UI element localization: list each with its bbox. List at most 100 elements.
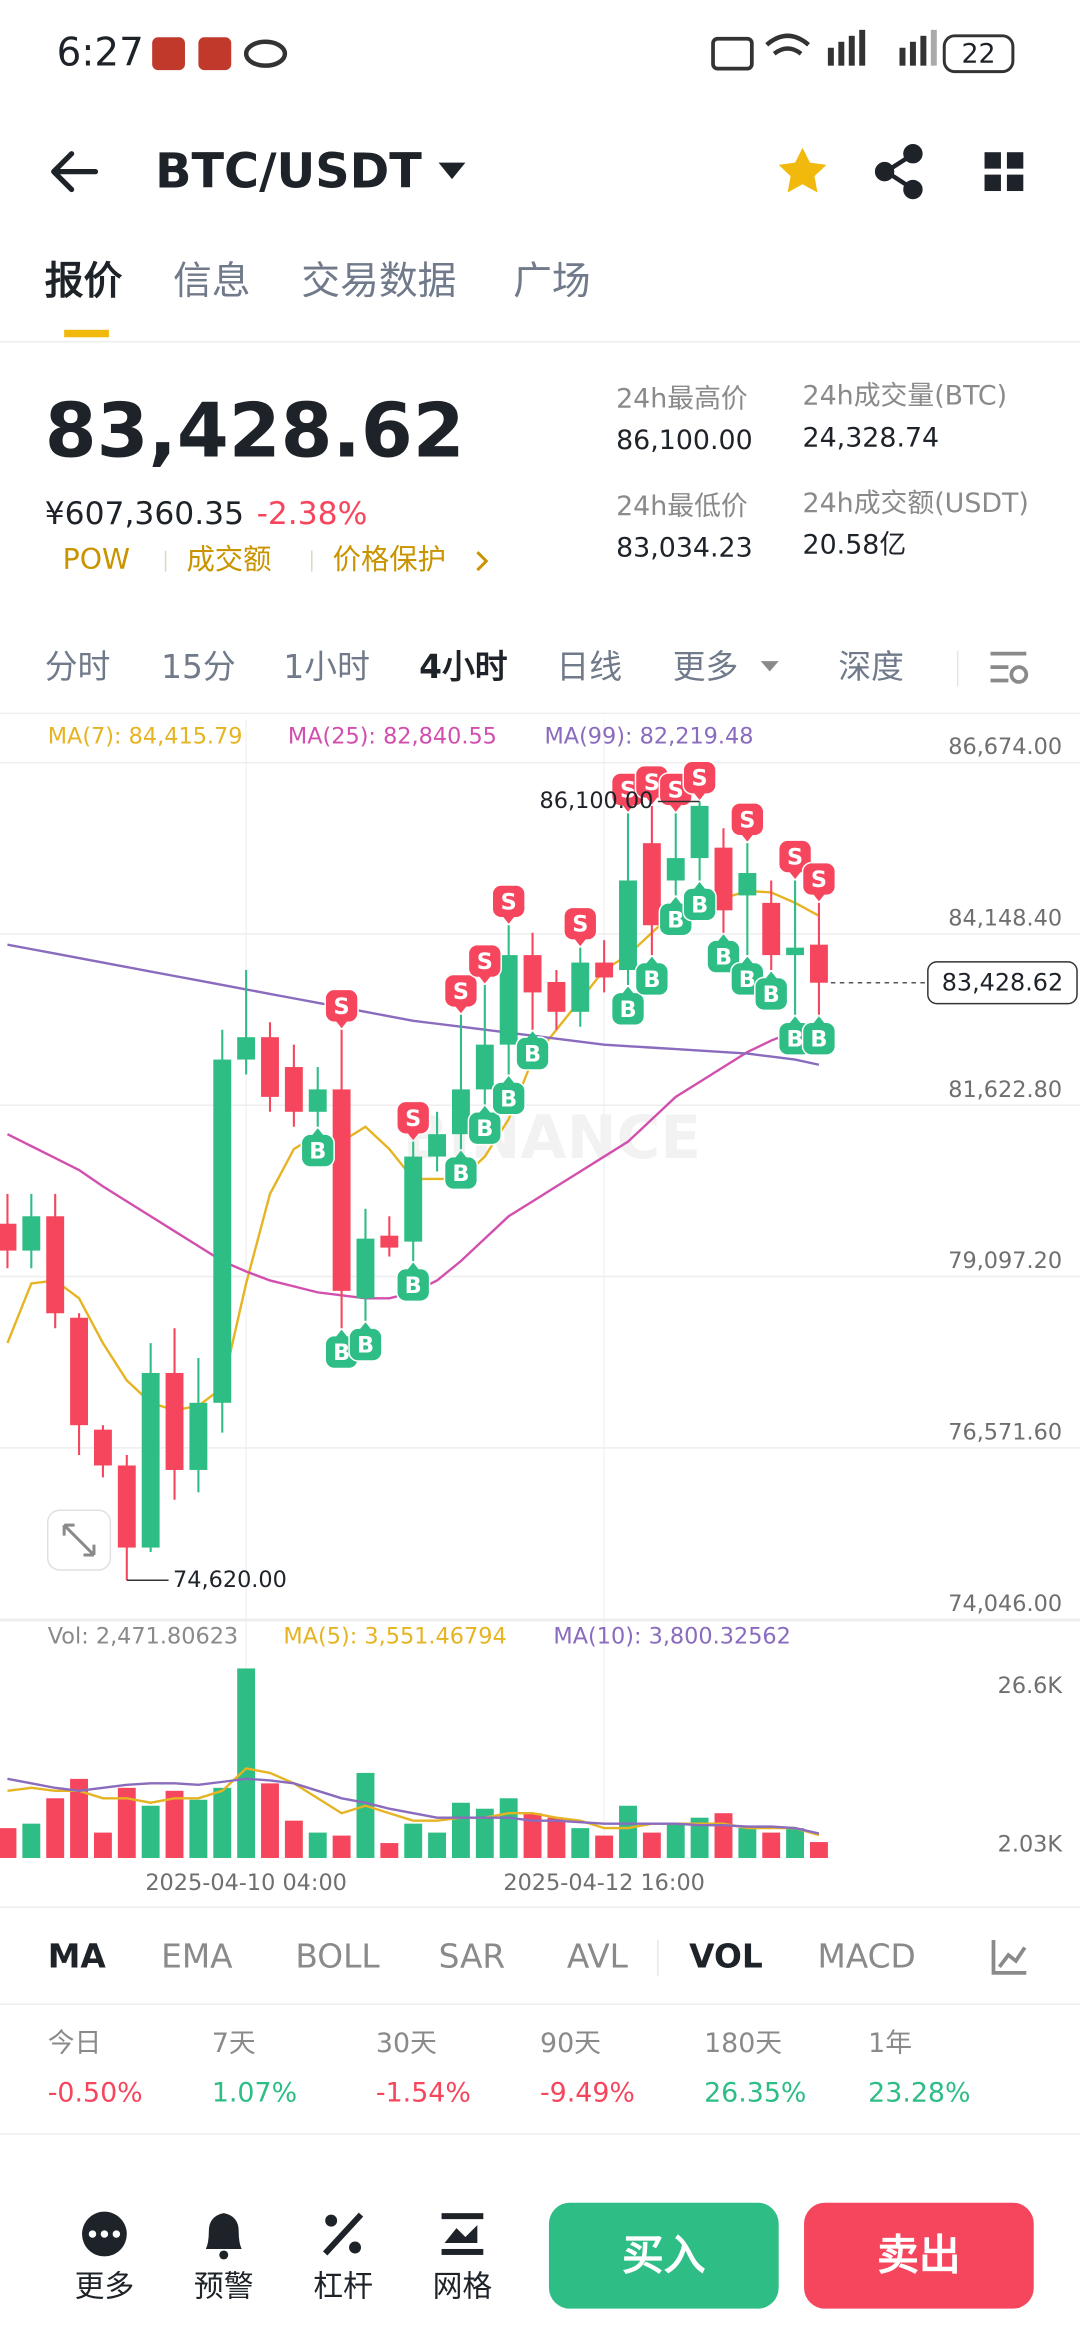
volume-legend: MA(5): 3,551.46794 [283, 1624, 506, 1650]
candle-body [404, 1156, 423, 1242]
candle-body [117, 1465, 136, 1548]
chart: 74,046.00 76,571.60 79,097.20 81,622.80 84,1… [0, 719, 1080, 1896]
tags: POW 成交额 价格保护 [63, 543, 446, 576]
sell-label[interactable]: 卖出 [877, 2230, 961, 2279]
candle-body [284, 1067, 303, 1112]
volume-bar [810, 1842, 828, 1858]
action-label[interactable]: 网格 [433, 2269, 493, 2304]
tag[interactable]: 价格保护 [333, 543, 446, 576]
indicator[interactable]: AVL [567, 1937, 629, 1975]
candle-body [666, 858, 685, 881]
tab[interactable]: 交易数据 [301, 259, 456, 304]
signal-pointer [812, 893, 825, 902]
tab[interactable]: 报价 [45, 259, 123, 304]
candle-body [738, 873, 757, 896]
volume-tick-label: 26.6K [998, 1673, 1064, 1699]
signal-pointer [741, 834, 754, 842]
interval[interactable]: 日线 [556, 648, 622, 686]
volume-bar [356, 1772, 375, 1858]
interval[interactable]: 更多 [673, 648, 739, 686]
candle-body [380, 1235, 399, 1248]
indicator[interactable]: MA [48, 1937, 107, 1975]
interval[interactable]: 1小时 [283, 648, 369, 686]
volume-bar [22, 1823, 41, 1858]
candle-body [308, 1089, 327, 1112]
volume-bar [547, 1817, 566, 1858]
buy-button[interactable] [548, 2202, 779, 2309]
volume-ma-line [7, 1777, 820, 1835]
interval[interactable]: 深度 [838, 648, 904, 686]
buy-label[interactable]: 买入 [622, 2230, 706, 2279]
candle-body [714, 847, 733, 911]
volume-tick-label: 2.03K [998, 1831, 1064, 1857]
indicator[interactable]: SAR [439, 1937, 506, 1975]
candle-body [642, 843, 661, 926]
signal-pointer [407, 1262, 420, 1270]
favorite-button[interactable] [778, 147, 827, 193]
candle-body [499, 955, 518, 1045]
indicator[interactable]: MACD [817, 1937, 915, 1975]
signal-label: B [524, 1042, 541, 1068]
signal-label: S [644, 770, 660, 796]
volume-bar [642, 1832, 661, 1858]
volume-bar [428, 1832, 447, 1858]
pair-title[interactable]: BTC/USDT [155, 145, 422, 200]
tab-indicator [64, 329, 109, 338]
y-tick-label: 79,097.20 [948, 1248, 1062, 1274]
action-label[interactable]: 更多 [75, 2269, 135, 2304]
action-label[interactable]: 杠杆 [313, 2269, 373, 2304]
signal-pointer [502, 916, 515, 924]
tab[interactable]: 广场 [513, 259, 591, 304]
tabs: 报价 信息 交易数据 广场 [45, 259, 591, 304]
candle-body [810, 944, 828, 983]
candle-body [141, 1372, 160, 1548]
volume-bar [404, 1823, 423, 1858]
candle-body [165, 1372, 184, 1470]
pair-dropdown[interactable] [438, 162, 466, 180]
signal-label: B [739, 967, 756, 993]
signal-pointer [669, 804, 682, 812]
volume-bar [499, 1798, 518, 1858]
tab[interactable]: 信息 [173, 259, 251, 304]
legend-entry: MA(99): 82,219.48 [544, 724, 753, 750]
signal-pointer [669, 896, 682, 905]
signal-pointer [478, 975, 491, 984]
candle-body [451, 1089, 470, 1135]
indicator[interactable]: BOLL [295, 1937, 380, 1975]
signal-label: B [405, 1273, 422, 1299]
signal-pointer [335, 1020, 348, 1029]
volume-bar [332, 1835, 351, 1858]
interval[interactable]: 4小时 [419, 648, 508, 686]
signal-pointer [693, 881, 706, 890]
signal-pointer [311, 1128, 324, 1136]
y-tick-label: 74,046.00 [948, 1591, 1062, 1617]
tag[interactable]: POW [63, 543, 130, 576]
signal-label: S [692, 766, 708, 792]
actions: 更多 预警 杠杆 网格 [75, 2269, 493, 2304]
indicator[interactable]: VOL [689, 1937, 763, 1975]
more-dropdown[interactable] [760, 661, 779, 672]
signal-pointer [574, 938, 587, 947]
action-label[interactable]: 预警 [194, 2269, 254, 2304]
interval[interactable]: 15分 [161, 648, 236, 686]
extreme-label: 86,100.00 [540, 788, 654, 814]
share-button[interactable] [874, 144, 923, 200]
signal-label: B [357, 1333, 374, 1359]
indicator-settings[interactable] [991, 1940, 1027, 1975]
volume-bar [308, 1832, 327, 1858]
volume-bar [141, 1805, 160, 1858]
candle-body [786, 947, 805, 956]
stat-label: 24h最高价 [616, 383, 748, 414]
chart-settings[interactable] [990, 651, 1029, 684]
sell-button[interactable] [804, 2202, 1034, 2309]
tag-arrow[interactable] [476, 551, 489, 572]
interval[interactable]: 分时 [45, 648, 111, 686]
layout-button[interactable] [984, 152, 1024, 192]
tag[interactable]: 成交额 [186, 543, 271, 576]
back-button[interactable] [51, 151, 99, 193]
indicator[interactable]: EMA [161, 1937, 233, 1975]
x-tick-label: 2025-04-12 16:00 [503, 1870, 705, 1896]
signal-label: S [334, 994, 350, 1020]
status-time: 6:27 [57, 31, 144, 76]
stat-label: 24h成交量(BTC) [803, 380, 1008, 411]
